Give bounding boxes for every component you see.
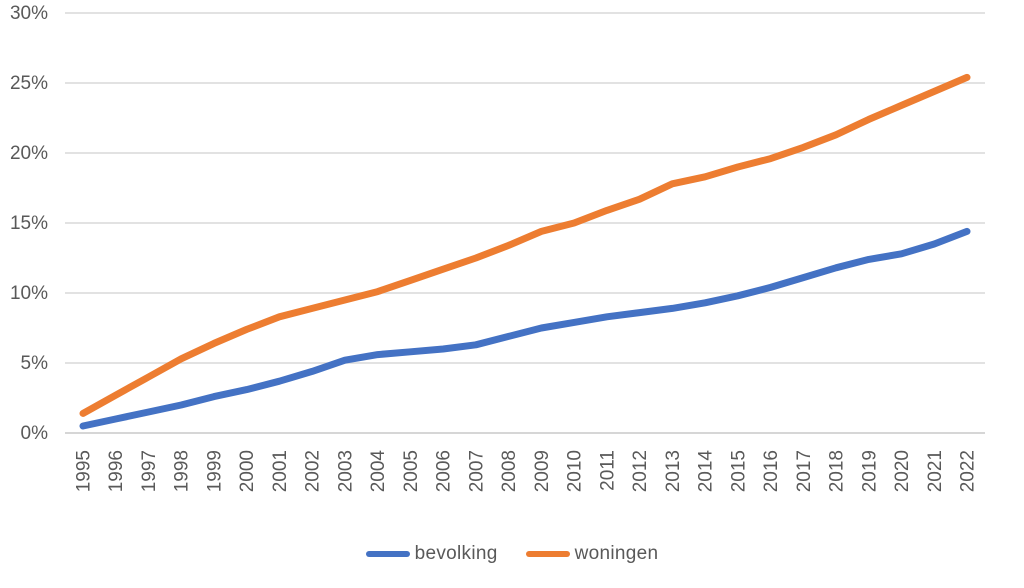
y-tick-label: 20%	[10, 143, 48, 164]
legend-line-swatch-bevolking	[365, 551, 410, 557]
x-tick-label: 1997	[139, 450, 160, 492]
legend-label-bevolking: bevolking	[414, 543, 498, 564]
x-tick-label: 2000	[237, 450, 258, 492]
x-tick-label: 2007	[466, 450, 487, 492]
x-tick-label: 2012	[630, 450, 651, 492]
x-tick-label: 2019	[859, 450, 880, 492]
y-tick-label: 0%	[21, 423, 49, 444]
x-tick-label: 2008	[499, 450, 520, 492]
x-tick-label: 2006	[434, 450, 455, 492]
x-tick-label: 2003	[335, 450, 356, 492]
x-tick-label: 2015	[728, 450, 749, 492]
x-tick-label: 2004	[368, 450, 389, 493]
x-tick-label: 2017	[794, 450, 815, 492]
x-tick-label: 2011	[597, 450, 618, 491]
x-tick-label: 2005	[401, 450, 422, 492]
x-tick-label: 1998	[172, 450, 193, 492]
plot-area: 0% 5% 10% 15% 20% 25% 30% 1995 1996 1997 1998 1999 2…	[10, 3, 985, 493]
x-tick-label: 1999	[204, 450, 225, 492]
x-tick-label: 2021	[925, 450, 946, 492]
x-tick-label: 2016	[761, 450, 782, 492]
legend-item-bevolking: bevolking	[365, 543, 498, 565]
x-tick-label: 2009	[532, 450, 553, 492]
x-tick-label: 2013	[663, 450, 684, 492]
x-tick-label: 1995	[74, 450, 95, 492]
legend: bevolking woningen	[0, 543, 1024, 565]
x-tick-label: 2002	[303, 450, 324, 492]
y-tick-label: 10%	[10, 283, 48, 304]
y-tick-label: 15%	[10, 213, 48, 234]
legend-line-swatch-woningen	[525, 551, 570, 557]
legend-item-woningen: woningen	[525, 543, 659, 565]
series-line-bevolking	[79, 227, 971, 430]
y-tick-label: 5%	[21, 353, 49, 374]
x-tick-label: 2020	[892, 450, 913, 492]
x-tick-label: 2014	[696, 450, 717, 493]
x-tick-label: 2018	[827, 450, 848, 492]
y-tick-label: 25%	[10, 73, 48, 94]
series-line-woningen	[79, 73, 971, 417]
x-tick-label: 2010	[565, 450, 586, 492]
legend-label-woningen: woningen	[574, 543, 659, 564]
x-tick-label: 2022	[958, 450, 979, 492]
x-tick-label: 2001	[270, 450, 291, 492]
y-tick-label: 30%	[10, 3, 48, 24]
x-tick-label: 1996	[106, 450, 127, 492]
